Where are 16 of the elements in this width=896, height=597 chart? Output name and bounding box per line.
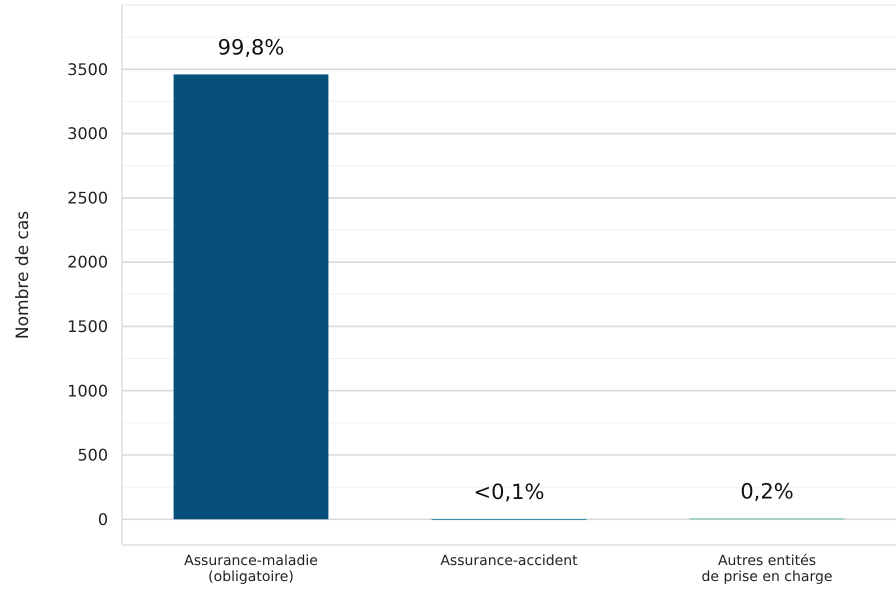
y-tick-label: 2000 <box>67 252 108 272</box>
y-tick-label: 500 <box>77 446 108 465</box>
annotation: 99,8% <box>218 35 284 60</box>
x-tick-label: Autres entités de prise en charge <box>702 553 832 585</box>
y-tick-label: 2500 <box>67 188 108 208</box>
y-tick-label: 1000 <box>67 381 108 400</box>
bar <box>174 74 328 520</box>
y-axis-title: Nombre de cas <box>13 210 33 340</box>
y-tick-label: 0 <box>98 510 108 529</box>
x-tick-label: Assurance-maladie (obligatoire) <box>184 553 318 585</box>
annotation: <0,1% <box>474 480 544 504</box>
y-tick-label: 3000 <box>67 124 108 144</box>
y-tick-label: 1500 <box>67 317 108 336</box>
y-tick-label: 3500 <box>67 60 108 79</box>
annotation: 0,2% <box>740 479 794 504</box>
x-tick-label: Assurance-accident <box>440 553 578 569</box>
